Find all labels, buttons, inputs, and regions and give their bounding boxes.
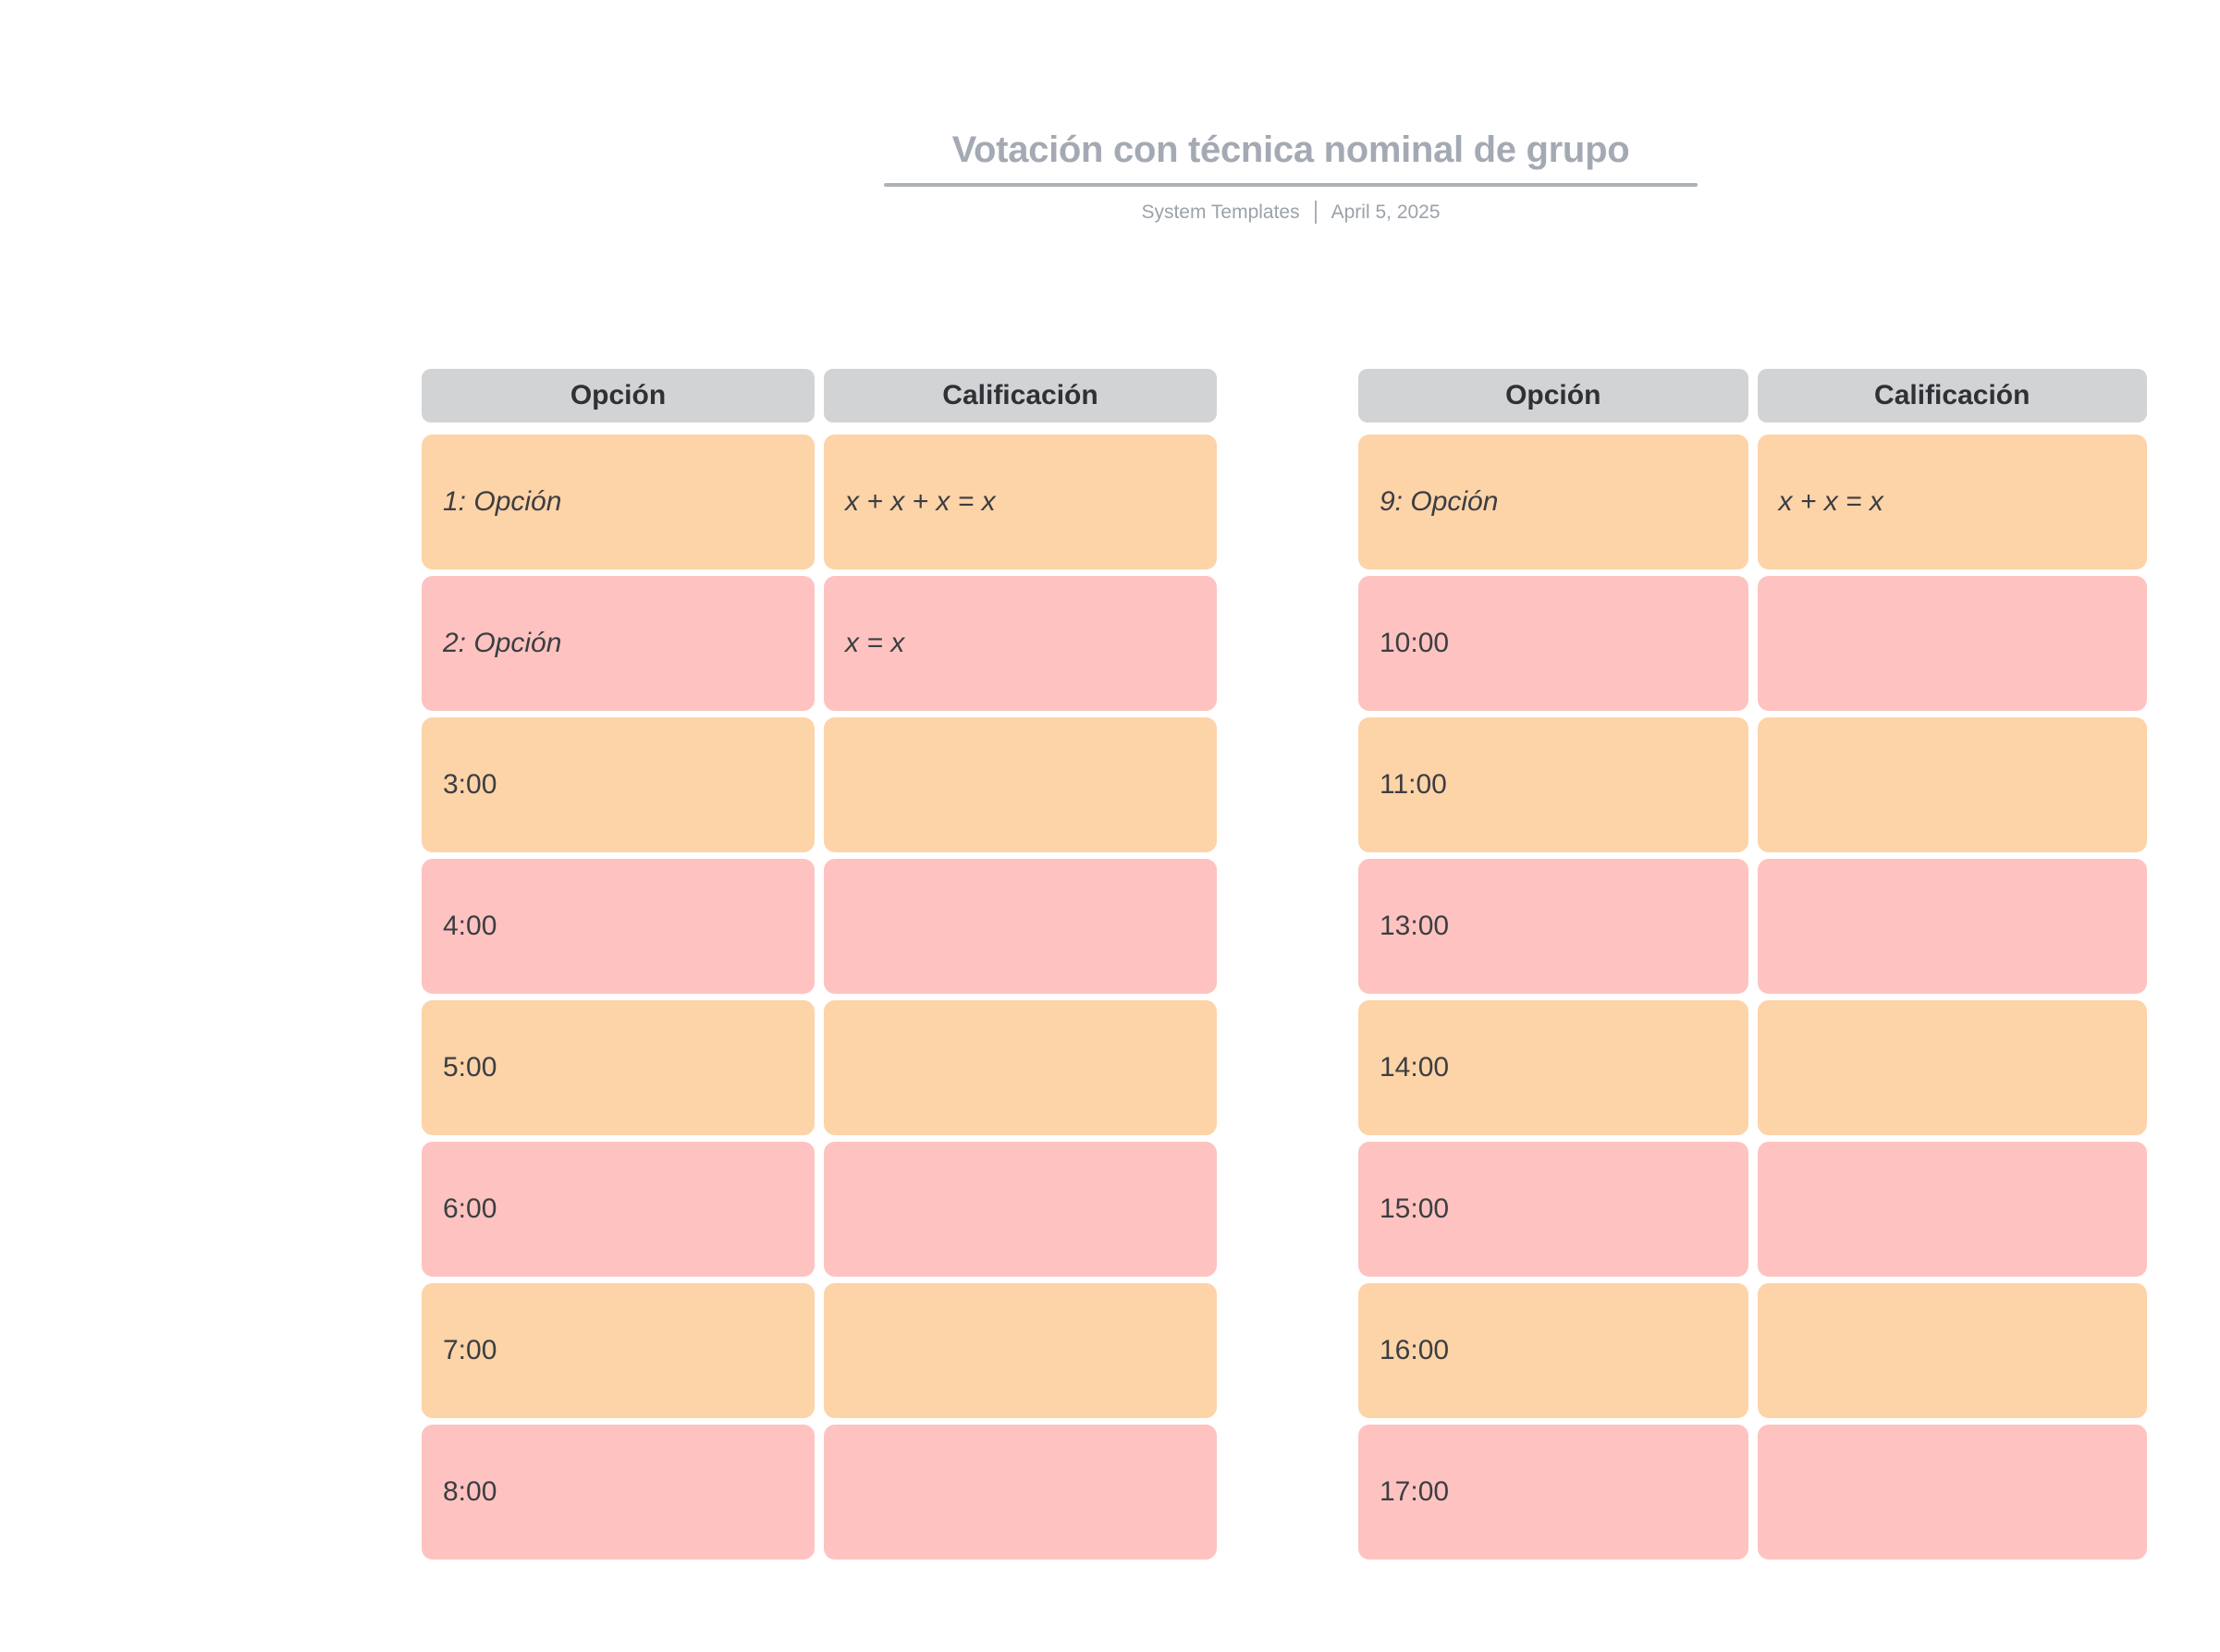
rating-cell[interactable]: [1757, 1000, 2147, 1135]
option-cell[interactable]: 8:00: [422, 1425, 815, 1560]
option-cell[interactable]: 2: Opción: [422, 576, 815, 711]
column-header-calificacion: Calificación: [824, 369, 1217, 422]
option-cell[interactable]: 11:00: [1358, 717, 1748, 852]
rating-cell[interactable]: [1757, 717, 2147, 852]
rating-cell[interactable]: [1757, 1425, 2147, 1560]
rating-cell[interactable]: [1757, 1283, 2147, 1418]
table-row: 2: Opción x = x: [422, 576, 1217, 711]
option-cell[interactable]: 7:00: [422, 1283, 815, 1418]
option-cell[interactable]: 9: Opción: [1358, 434, 1748, 569]
option-cell[interactable]: 17:00: [1358, 1425, 1748, 1560]
option-cell[interactable]: 13:00: [1358, 859, 1748, 994]
table-row: 5:00: [422, 1000, 1217, 1135]
rating-cell[interactable]: [1757, 576, 2147, 711]
vote-table-left: Opción Calificación 1: Opción x + x + x …: [422, 369, 1217, 1560]
table-row: 8:00: [422, 1425, 1217, 1560]
table-row: 15:00: [1358, 1142, 2147, 1277]
tables-area: Opción Calificación 1: Opción x + x + x …: [422, 369, 2147, 1560]
rating-cell[interactable]: [824, 717, 1217, 852]
rating-cell[interactable]: [1757, 1142, 2147, 1277]
page-title: Votación con técnica nominal de grupo: [951, 129, 1630, 170]
table-row: 14:00: [1358, 1000, 2147, 1135]
table-row: 7:00: [422, 1283, 1217, 1418]
option-cell[interactable]: 10:00: [1358, 576, 1748, 711]
rating-cell[interactable]: [824, 1283, 1217, 1418]
vote-table-right: Opción Calificación 9: Opción x + x = x …: [1358, 369, 2147, 1560]
rating-cell[interactable]: [824, 1425, 1217, 1560]
table-row: 1: Opción x + x + x = x: [422, 434, 1217, 569]
rating-cell[interactable]: x + x = x: [1757, 434, 2147, 569]
option-cell[interactable]: 14:00: [1358, 1000, 1748, 1135]
table-rows: 1: Opción x + x + x = x 2: Opción x = x …: [422, 434, 1217, 1560]
document-header: Votación con técnica nominal de grupo Sy…: [884, 128, 1698, 224]
table-rows: 9: Opción x + x = x 10:00 11:00 13:00 14…: [1358, 434, 2147, 1560]
rating-cell[interactable]: [824, 1000, 1217, 1135]
option-cell[interactable]: 15:00: [1358, 1142, 1748, 1277]
rating-cell[interactable]: [824, 859, 1217, 994]
table-row: 11:00: [1358, 717, 2147, 852]
table-row: 4:00: [422, 859, 1217, 994]
rating-cell[interactable]: x = x: [824, 576, 1217, 711]
table-header-row: Opción Calificación: [422, 369, 1217, 422]
table-header-row: Opción Calificación: [1358, 369, 2147, 422]
option-cell[interactable]: 6:00: [422, 1142, 815, 1277]
table-row: 10:00: [1358, 576, 2147, 711]
title-underline: [884, 183, 1698, 187]
table-row: 6:00: [422, 1142, 1217, 1277]
option-cell[interactable]: 1: Opción: [422, 434, 815, 569]
document-subtitle: System Templates April 5, 2025: [884, 201, 1698, 224]
rating-cell[interactable]: x + x + x = x: [824, 434, 1217, 569]
table-row: 9: Opción x + x = x: [1358, 434, 2147, 569]
subtitle-divider: [1314, 201, 1317, 224]
date-text: April 5, 2025: [1331, 201, 1441, 223]
table-row: 16:00: [1358, 1283, 2147, 1418]
table-row: 13:00: [1358, 859, 2147, 994]
byline-text: System Templates: [1141, 201, 1300, 223]
option-cell[interactable]: 4:00: [422, 859, 815, 994]
table-row: 17:00: [1358, 1425, 2147, 1560]
column-header-calificacion: Calificación: [1757, 369, 2147, 422]
option-cell[interactable]: 3:00: [422, 717, 815, 852]
rating-cell[interactable]: [1757, 859, 2147, 994]
column-header-opcion: Opción: [1358, 369, 1748, 422]
option-cell[interactable]: 16:00: [1358, 1283, 1748, 1418]
column-header-opcion: Opción: [422, 369, 815, 422]
rating-cell[interactable]: [824, 1142, 1217, 1277]
option-cell[interactable]: 5:00: [422, 1000, 815, 1135]
table-row: 3:00: [422, 717, 1217, 852]
